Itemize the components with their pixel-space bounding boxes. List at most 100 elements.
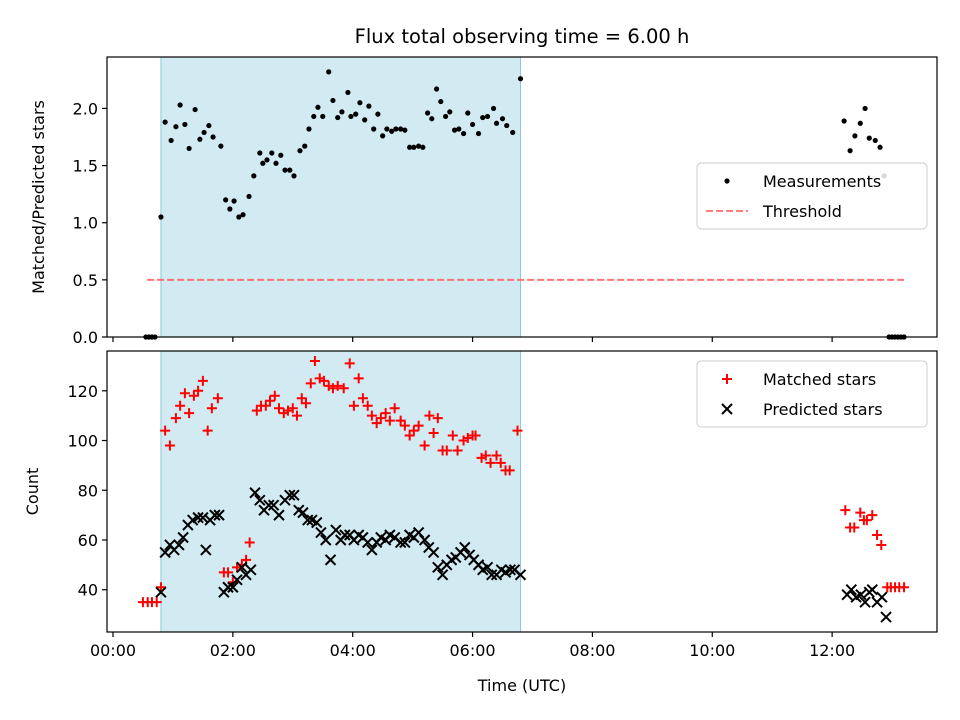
matched-stars-point xyxy=(432,413,443,424)
x-tick-label: 10:00 xyxy=(689,641,735,660)
legend-marker-plus xyxy=(722,374,732,384)
predicted-stars-point xyxy=(394,536,407,549)
measurements-point xyxy=(315,104,321,110)
y-tick-label: 60 xyxy=(78,531,98,550)
matched-stars-point xyxy=(300,398,311,409)
y-tick-label: 0.0 xyxy=(73,328,98,347)
predicted-stars-point xyxy=(284,489,296,501)
measurements-point xyxy=(398,126,404,132)
measurements-point xyxy=(866,135,872,141)
measurements-point xyxy=(475,130,482,137)
matched-stars-point xyxy=(899,582,910,593)
measurements-point xyxy=(425,110,431,116)
measurements-point xyxy=(862,105,868,112)
matched-stars-point xyxy=(504,465,515,476)
measurements-point xyxy=(504,122,510,129)
measurements-point xyxy=(480,114,486,121)
matched-stars-point xyxy=(408,425,419,436)
measurements-point xyxy=(273,160,279,166)
measurements-point xyxy=(330,97,336,104)
matched-stars-point xyxy=(452,445,463,456)
observing-window-shade xyxy=(160,56,522,338)
predicted-stars-point xyxy=(339,529,351,541)
predicted-stars-series xyxy=(155,487,892,623)
matched-stars-point xyxy=(389,403,400,414)
matched-stars-point xyxy=(193,385,204,396)
measurements-point xyxy=(287,167,293,173)
matched-stars-point xyxy=(175,400,186,411)
matched-stars-point xyxy=(197,375,208,386)
matched-stars-point xyxy=(244,537,255,548)
matched-stars-point xyxy=(491,450,502,461)
predicted-stars-point xyxy=(254,494,266,506)
measurements-point xyxy=(420,144,426,150)
measurements-point xyxy=(451,127,458,133)
measurements-point xyxy=(499,116,506,122)
matched-stars-point xyxy=(357,393,368,404)
predicted-stars-point xyxy=(231,574,243,586)
measurements-point xyxy=(197,136,203,142)
matched-stars-point xyxy=(861,515,872,526)
measurements-point xyxy=(465,110,471,116)
legend-label: Matched stars xyxy=(763,370,876,389)
matched-stars-point xyxy=(318,375,329,386)
predicted-stars-point xyxy=(324,554,337,566)
legend: Matched stars Predicted stars xyxy=(696,360,928,428)
predicted-stars-point xyxy=(159,546,171,559)
measurements-point xyxy=(857,120,863,126)
matched-stars-point xyxy=(353,373,364,384)
measurements-point xyxy=(260,160,266,166)
predicted-stars-point xyxy=(297,506,309,519)
matched-stars-point xyxy=(872,530,883,541)
matched-stars-point xyxy=(265,395,276,406)
measurements-point xyxy=(384,126,390,132)
matched-stars-point xyxy=(495,457,506,468)
x-tick-label: 04:00 xyxy=(330,641,376,660)
predicted-stars-point xyxy=(866,584,878,596)
ratio-panel: 0.0 0.5 1.0 1.5 2.0 Matched/Predicted stars Me… xyxy=(29,56,938,347)
measurements-point xyxy=(841,118,847,124)
y-tick-label: 80 xyxy=(78,481,98,500)
x-tick-label: 00:00 xyxy=(90,641,136,660)
matched-stars-point xyxy=(428,428,439,439)
predicted-stars-point xyxy=(412,526,425,539)
matched-stars-point xyxy=(151,597,162,608)
matched-stars-point xyxy=(447,430,458,441)
predicted-stars-point xyxy=(330,524,342,536)
measurements-point xyxy=(162,119,168,125)
legend-box xyxy=(696,360,928,428)
matched-stars-point xyxy=(348,400,359,411)
matched-stars-point xyxy=(179,388,190,399)
measurements-point xyxy=(852,133,858,139)
matched-stars-point xyxy=(413,420,424,431)
matched-stars-point xyxy=(419,440,430,451)
predicted-stars-point xyxy=(173,539,185,551)
predicted-stars-point xyxy=(361,536,374,549)
measurements-point xyxy=(429,116,435,122)
predicted-stars-point xyxy=(481,561,494,574)
matched-stars-point xyxy=(876,539,887,550)
axes-frame xyxy=(106,56,938,338)
measurements-point xyxy=(201,129,207,136)
predicted-stars-point xyxy=(418,534,431,546)
matched-stars-point xyxy=(273,403,284,414)
measurements-point xyxy=(460,130,467,137)
predicted-stars-point xyxy=(288,489,300,501)
measurements-point xyxy=(339,109,345,115)
matched-stars-point xyxy=(512,425,523,436)
measurements-point xyxy=(510,129,516,136)
predicted-stars-point xyxy=(263,499,275,511)
measurements-point xyxy=(306,126,312,132)
measurements-point xyxy=(375,111,381,117)
measurements-point xyxy=(434,86,440,92)
predicted-stars-point xyxy=(855,588,867,601)
measurements-point xyxy=(402,127,408,133)
predicted-stars-point xyxy=(200,544,212,556)
y-axis-label: Count xyxy=(23,468,42,516)
measurements-point xyxy=(182,121,188,128)
measurements-point xyxy=(282,167,288,173)
measurements-point xyxy=(206,122,212,129)
matched-stars-point xyxy=(344,358,355,369)
predicted-stars-point xyxy=(459,541,471,554)
y-tick-label: 100 xyxy=(67,432,98,451)
